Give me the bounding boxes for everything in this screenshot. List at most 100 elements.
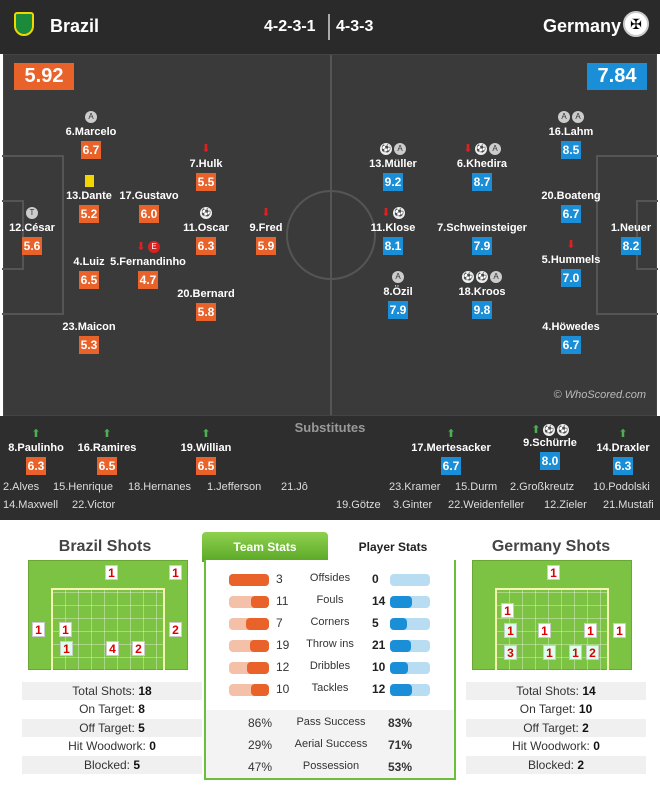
player-rating: 9.8 — [472, 301, 492, 319]
left-penalty-box — [2, 155, 64, 315]
player-rating: 5.2 — [79, 205, 99, 223]
goal-ball-icon: ⚽ — [393, 207, 405, 219]
bench-player[interactable]: 12.Zieler — [544, 499, 587, 511]
player-kroos[interactable]: ⚽ ⚽ A 18.Kroos 9.8 — [437, 271, 527, 319]
player-rating: 6.7 — [561, 336, 581, 354]
away-stat-bar-fill — [390, 640, 411, 652]
shot-count: 3 — [504, 645, 517, 660]
player-hulk[interactable]: ⬇ 7.Hulk 5.5 — [161, 143, 251, 191]
player-neuer[interactable]: 1.Neuer 8.2 — [586, 207, 660, 255]
player-name: 23.Maicon — [62, 321, 116, 333]
player-name: 16.Lahm — [548, 126, 594, 138]
assist-icon: A — [394, 143, 406, 155]
goal-ball-icon: ⚽ — [543, 424, 555, 436]
bench-player[interactable]: 2.Großkreutz — [510, 481, 575, 493]
player-ozil[interactable]: A 8.Özil 7.9 — [353, 271, 443, 319]
bench-player[interactable]: 22.Weidenfeller — [448, 499, 525, 511]
right-goal-box — [636, 200, 658, 270]
home-stat-value: 12 — [276, 660, 290, 674]
subbed-off-icon: ⬇ — [566, 239, 576, 251]
player-marcelo[interactable]: A 6.Marcelo 6.7 — [46, 111, 136, 159]
stat-value: 5 — [138, 721, 145, 735]
player-rating: 6.3 — [196, 237, 216, 255]
player-khedira[interactable]: ⬇ ⚽ A 6.Khedira 8.7 — [437, 143, 527, 191]
away-stat-bar-fill — [390, 596, 412, 608]
player-rating: 6.7 — [561, 205, 581, 223]
bench-player[interactable]: 15.Durm — [455, 481, 498, 493]
player-howedes[interactable]: 4.Höwedes 6.7 — [526, 306, 616, 354]
percent-stat-label: Pass Success — [296, 716, 366, 728]
bench-player[interactable]: 15.Henrique — [53, 481, 113, 493]
bench-player[interactable]: 10.Podolski — [593, 481, 650, 493]
player-fred[interactable]: ⬇ 9.Fred 5.9 — [221, 207, 311, 255]
player-name: 8.Özil — [383, 286, 413, 298]
home-team-name[interactable]: Brazil — [50, 16, 100, 36]
stat-label: Total Shots: — [516, 684, 579, 698]
stat-label: Blocked: — [527, 758, 574, 772]
player-muller[interactable]: ⚽ A 13.Müller 9.2 — [348, 143, 438, 191]
home-stat-bar-fill — [251, 684, 269, 696]
away-stat-value: 0 — [372, 572, 379, 586]
away-stat-value: 21 — [372, 638, 386, 652]
sub-name: 19.Willian — [180, 442, 232, 454]
player-fernandinho[interactable]: ⬇ E 5.Fernandinho 4.7 — [103, 241, 193, 289]
player-cesar[interactable]: T 12.César 5.6 — [0, 207, 77, 255]
player-gustavo[interactable]: 17.Gustavo 6.0 — [104, 175, 194, 223]
bench-player[interactable]: 2.Alves — [3, 481, 40, 493]
player-maicon[interactable]: 23.Maicon 5.3 — [44, 306, 134, 354]
bench-player[interactable]: 21.Jô — [281, 481, 308, 493]
bench-player[interactable]: 14.Maxwell — [3, 499, 59, 511]
player-name: 17.Gustavo — [119, 190, 179, 202]
sub-paulinho[interactable]: ⬆ 8.Paulinho 6.3 — [0, 424, 72, 475]
player-oscar[interactable]: ⚽ 11.Oscar 6.3 — [161, 207, 251, 255]
player-rating: 5.3 — [79, 336, 99, 354]
bench-player[interactable]: 22.Victor — [72, 499, 116, 511]
bench-player[interactable]: 18.Hernanes — [128, 481, 191, 493]
stat-row: Hit Woodwork: 0 — [22, 737, 202, 755]
player-rating: 6.0 — [139, 205, 159, 223]
player-name: 13.Dante — [66, 190, 112, 202]
shot-count: 2 — [132, 641, 145, 656]
player-luiz[interactable]: 4.Luiz 6.5 — [44, 241, 134, 289]
sub-mertesacker[interactable]: ⬆ 17.Mertesacker 6.7 — [396, 424, 506, 475]
tab-player-stats[interactable]: Player Stats — [330, 532, 456, 562]
bench-player[interactable]: 1.Jefferson — [207, 481, 262, 493]
home-stat-bar-fill — [250, 640, 269, 652]
player-schweinsteiger[interactable]: 7.Schweinsteiger 7.9 — [432, 207, 532, 255]
bench-player[interactable]: 23.Kramer — [389, 481, 441, 493]
stat-value: 8 — [138, 702, 145, 716]
subbed-off-icon: ⬇ — [381, 207, 391, 219]
player-hummels[interactable]: ⬇ 5.Hummels 7.0 — [526, 239, 616, 287]
sub-name: 9.Schürrle — [523, 437, 577, 449]
player-boateng[interactable]: 20.Boateng 6.7 — [526, 175, 616, 223]
player-name: 6.Marcelo — [65, 126, 117, 138]
home-percent-value: 47% — [248, 760, 273, 774]
stat-label: Off Target: — [523, 721, 579, 735]
player-dante[interactable]: 13.Dante 5.2 — [44, 175, 134, 223]
bench-player[interactable]: 19.Götze — [336, 499, 381, 511]
home-stat-bar-fill — [251, 596, 269, 608]
shot-count: 1 — [538, 623, 551, 638]
tab-team-stats[interactable]: Team Stats — [202, 532, 328, 562]
sub-willian[interactable]: ⬆ 19.Willian 6.5 — [166, 424, 246, 475]
home-stat-value: 19 — [276, 638, 290, 652]
bench-player[interactable]: 21.Mustafi — [603, 499, 654, 511]
stat-label: Hit Woodwork: — [68, 739, 146, 753]
player-bernard[interactable]: 20.Bernard 5.8 — [161, 273, 251, 321]
away-team-name[interactable]: Germany — [543, 16, 622, 36]
player-klose[interactable]: ⬇ ⚽ 11.Klose 8.1 — [348, 207, 438, 255]
formation-divider — [328, 14, 330, 40]
sub-schurrle[interactable]: ⬆ ⚽ ⚽ 9.Schürrle 8.0 — [510, 424, 590, 470]
stat-label: Offsides — [309, 572, 351, 584]
sub-rating: 6.5 — [196, 457, 216, 475]
shot-count: 1 — [613, 623, 626, 638]
player-rating: 8.1 — [383, 237, 403, 255]
sub-name: 17.Mertesacker — [411, 442, 491, 454]
germany-crest-icon: ✠ — [623, 11, 649, 37]
sub-ramires[interactable]: ⬆ 16.Ramires 6.5 — [72, 424, 142, 475]
substitutes-title: Substitutes — [294, 420, 366, 435]
bench-player[interactable]: 3.Ginter — [393, 499, 433, 511]
sub-draxler[interactable]: ⬆ 14.Draxler 6.3 — [590, 424, 656, 475]
sub-rating: 8.0 — [540, 452, 560, 470]
